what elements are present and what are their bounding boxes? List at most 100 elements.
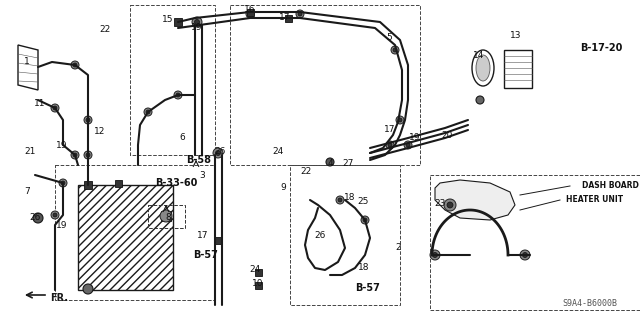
Circle shape xyxy=(248,12,252,16)
Bar xyxy=(161,211,171,221)
Bar xyxy=(214,236,221,243)
Circle shape xyxy=(160,210,172,222)
Text: 17: 17 xyxy=(197,231,209,240)
Text: 23: 23 xyxy=(435,198,445,207)
Text: B-57: B-57 xyxy=(193,250,218,260)
Text: B-33-60: B-33-60 xyxy=(155,178,197,188)
Circle shape xyxy=(213,148,223,158)
Bar xyxy=(430,175,640,310)
Text: 19: 19 xyxy=(409,133,420,143)
Text: 20: 20 xyxy=(442,131,452,140)
Text: 10: 10 xyxy=(252,278,264,287)
Circle shape xyxy=(361,216,369,224)
Text: 17: 17 xyxy=(384,125,396,135)
Text: 12: 12 xyxy=(94,127,106,136)
Circle shape xyxy=(83,284,93,294)
Bar xyxy=(115,180,122,187)
Text: B-57: B-57 xyxy=(355,283,380,293)
Circle shape xyxy=(174,91,182,99)
Bar xyxy=(130,5,215,155)
Bar xyxy=(255,281,262,288)
Circle shape xyxy=(433,253,438,257)
Circle shape xyxy=(86,153,90,157)
Circle shape xyxy=(73,153,77,157)
Bar xyxy=(55,165,215,300)
Circle shape xyxy=(73,63,77,67)
Text: 9: 9 xyxy=(280,183,286,192)
Text: 3: 3 xyxy=(199,170,205,180)
Text: 21: 21 xyxy=(24,147,36,157)
Circle shape xyxy=(298,12,302,16)
Circle shape xyxy=(195,19,200,25)
Text: 16: 16 xyxy=(244,5,256,14)
Text: 2: 2 xyxy=(395,243,401,253)
Circle shape xyxy=(296,10,304,18)
Circle shape xyxy=(84,151,92,159)
Text: 22: 22 xyxy=(300,167,312,176)
Text: 11: 11 xyxy=(35,100,45,108)
Text: 24: 24 xyxy=(250,265,260,275)
Circle shape xyxy=(398,118,402,122)
Text: 19: 19 xyxy=(56,220,68,229)
Text: 24: 24 xyxy=(273,146,284,155)
Circle shape xyxy=(176,93,180,97)
Bar xyxy=(255,269,262,276)
Text: 4: 4 xyxy=(327,159,333,167)
Bar xyxy=(285,14,291,21)
Text: HEATER UNIT: HEATER UNIT xyxy=(566,196,623,204)
Circle shape xyxy=(406,143,410,147)
Text: 5: 5 xyxy=(386,33,392,42)
Circle shape xyxy=(326,158,334,166)
Circle shape xyxy=(61,181,65,185)
Text: 1: 1 xyxy=(24,57,30,66)
Circle shape xyxy=(393,48,397,52)
Circle shape xyxy=(396,116,404,124)
Text: 27: 27 xyxy=(342,159,354,167)
Text: 7: 7 xyxy=(24,188,30,197)
Text: FR.: FR. xyxy=(50,293,68,303)
Text: 18: 18 xyxy=(358,263,370,272)
Circle shape xyxy=(246,10,254,18)
Polygon shape xyxy=(435,180,515,220)
Text: 25: 25 xyxy=(357,197,369,206)
Circle shape xyxy=(404,141,412,149)
Text: 14: 14 xyxy=(474,50,484,60)
Bar xyxy=(504,50,532,88)
Circle shape xyxy=(216,151,221,155)
Text: 17: 17 xyxy=(279,13,291,23)
Bar xyxy=(290,165,400,305)
Text: 26: 26 xyxy=(29,212,41,221)
Text: 26: 26 xyxy=(214,147,226,157)
Circle shape xyxy=(53,106,57,110)
Circle shape xyxy=(86,118,90,122)
Circle shape xyxy=(146,110,150,114)
Text: B-17-20: B-17-20 xyxy=(580,43,622,53)
Circle shape xyxy=(51,211,59,219)
Circle shape xyxy=(386,141,394,149)
Ellipse shape xyxy=(476,55,490,81)
Circle shape xyxy=(522,253,527,257)
Circle shape xyxy=(144,108,152,116)
Circle shape xyxy=(336,196,344,204)
Text: 13: 13 xyxy=(510,31,522,40)
Circle shape xyxy=(338,198,342,202)
Circle shape xyxy=(53,213,57,217)
Bar xyxy=(230,5,420,165)
Text: 15: 15 xyxy=(163,16,173,25)
Circle shape xyxy=(447,202,453,208)
Text: 22: 22 xyxy=(99,26,111,34)
Text: 26: 26 xyxy=(314,232,326,241)
Bar xyxy=(78,185,173,290)
Circle shape xyxy=(388,143,392,147)
Circle shape xyxy=(51,104,59,112)
Circle shape xyxy=(59,179,67,187)
Text: 19: 19 xyxy=(191,24,203,33)
Circle shape xyxy=(363,218,367,222)
Text: 8: 8 xyxy=(165,213,171,222)
Circle shape xyxy=(33,213,43,223)
Circle shape xyxy=(71,61,79,69)
Circle shape xyxy=(476,96,484,104)
Bar xyxy=(246,9,253,16)
Text: 18: 18 xyxy=(344,192,356,202)
Circle shape xyxy=(192,17,202,27)
